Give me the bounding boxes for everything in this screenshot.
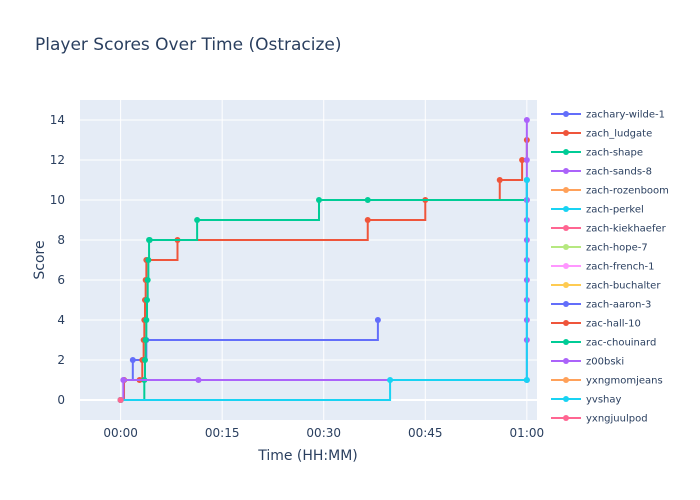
legend-swatch-marker (563, 377, 569, 383)
series-traces (117, 117, 530, 403)
series-yxngjuulpod[interactable] (117, 397, 124, 403)
legend-swatch-marker (563, 396, 569, 402)
data-point[interactable] (387, 377, 394, 383)
legend-item[interactable]: zach-rozenboom (551, 186, 669, 197)
legend-label: zach-hope-7 (586, 243, 648, 254)
legend-swatch-marker (563, 415, 569, 421)
legend-swatch-marker (563, 225, 569, 231)
legend-swatch-marker (563, 111, 569, 117)
legend-label: z00bski (586, 357, 624, 368)
legend-item[interactable]: yvshay (551, 395, 622, 406)
legend-swatch-marker (563, 168, 569, 174)
y-tick-label: 14 (50, 113, 65, 127)
legend-item[interactable]: zach-perkel (551, 205, 644, 216)
data-point[interactable] (146, 237, 153, 243)
legend-label: zach-kiekhaefer (586, 224, 667, 235)
legend-item[interactable]: zach-buchalter (551, 281, 661, 292)
x-tick-label: 00:45 (408, 426, 443, 440)
data-point[interactable] (141, 357, 148, 363)
y-tick-label: 12 (50, 153, 65, 167)
y-tick-label: 10 (50, 193, 65, 207)
legend-item[interactable]: yxngmomjeans (551, 376, 663, 387)
y-tick-label: 6 (57, 273, 65, 287)
data-point[interactable] (195, 377, 202, 383)
legend-label: zach-rozenboom (586, 186, 669, 197)
data-point[interactable] (523, 157, 530, 163)
data-point[interactable] (523, 177, 530, 183)
legend-label: zach-sands-8 (586, 167, 652, 178)
data-point[interactable] (142, 337, 149, 343)
legend-item[interactable]: zac-chouinard (551, 338, 656, 349)
data-point[interactable] (194, 217, 201, 223)
legend-swatch-marker (563, 301, 569, 307)
legend-label: yxngjuulpod (586, 414, 648, 425)
data-point[interactable] (143, 317, 150, 323)
legend-label: zachary-wilde-1 (586, 110, 665, 121)
data-point[interactable] (364, 217, 371, 223)
legend-label: zach-aaron-3 (586, 300, 651, 311)
legend-item[interactable]: zach-shape (551, 148, 643, 159)
x-tick-label: 01:00 (510, 426, 545, 440)
data-point[interactable] (519, 157, 526, 163)
legend-label: zach-shape (586, 148, 643, 159)
data-point[interactable] (364, 197, 371, 203)
data-point[interactable] (374, 317, 381, 323)
legend-item[interactable]: zach_ludgate (551, 129, 652, 140)
data-point[interactable] (129, 357, 136, 363)
chart-title: Player Scores Over Time (Ostracize) (35, 35, 342, 55)
legend-item[interactable]: z00bski (551, 357, 624, 368)
y-axis-title: Score (32, 240, 48, 279)
legend-item[interactable]: zach-sands-8 (551, 167, 652, 178)
y-tick-label: 8 (57, 233, 65, 247)
legend-label: zac-hall-10 (586, 319, 641, 330)
series-zach-perkel[interactable] (117, 177, 530, 403)
data-point[interactable] (523, 377, 530, 383)
legend-swatch-marker (563, 187, 569, 193)
legend-swatch-marker (563, 206, 569, 212)
legend-item[interactable]: zachary-wilde-1 (551, 110, 665, 121)
data-point[interactable] (117, 397, 124, 403)
data-point[interactable] (120, 377, 127, 383)
legend-label: zach_ludgate (586, 129, 652, 140)
legend-label: zach-french-1 (586, 262, 655, 273)
legend-swatch-marker (563, 149, 569, 155)
legend-item[interactable]: zach-french-1 (551, 262, 655, 273)
x-tick-label: 00:15 (205, 426, 240, 440)
legend-swatch-marker (563, 282, 569, 288)
legend-label: zac-chouinard (586, 338, 656, 349)
legend-label: yxngmomjeans (586, 376, 663, 387)
y-tick-label: 2 (57, 353, 65, 367)
legend-swatch-marker (563, 339, 569, 345)
legend-label: zach-buchalter (586, 281, 661, 292)
legend-swatch-marker (563, 320, 569, 326)
legend[interactable]: zachary-wilde-1 zach_ludgate zach-shape zac… (551, 110, 669, 425)
legend-item[interactable]: zac-hall-10 (551, 319, 641, 330)
data-point[interactable] (523, 117, 530, 123)
legend-swatch-marker (563, 263, 569, 269)
legend-item[interactable]: zach-kiekhaefer (551, 224, 667, 235)
x-axis-title: Time (HH:MM) (257, 448, 358, 464)
y-tick-label: 4 (57, 313, 65, 327)
legend-swatch-marker (563, 244, 569, 250)
legend-item[interactable]: zach-hope-7 (551, 243, 648, 254)
data-point[interactable] (496, 177, 503, 183)
y-tick-label: 0 (57, 393, 65, 407)
plot-area: 00:00 00:15 00:30 00:45 01:00 0 2 4 6 8 10 12 14 (50, 100, 544, 440)
x-tick-label: 00:00 (103, 426, 138, 440)
legend-item[interactable]: zach-aaron-3 (551, 300, 651, 311)
legend-label: zach-perkel (586, 205, 644, 216)
legend-item[interactable]: yxngjuulpod (551, 414, 648, 425)
data-point[interactable] (144, 297, 151, 303)
legend-swatch-marker (563, 130, 569, 136)
data-point[interactable] (144, 277, 151, 283)
legend-label: yvshay (586, 395, 622, 406)
data-point[interactable] (315, 197, 322, 203)
data-point[interactable] (145, 257, 152, 263)
x-tick-label: 00:30 (306, 426, 341, 440)
legend-swatch-marker (563, 358, 569, 364)
